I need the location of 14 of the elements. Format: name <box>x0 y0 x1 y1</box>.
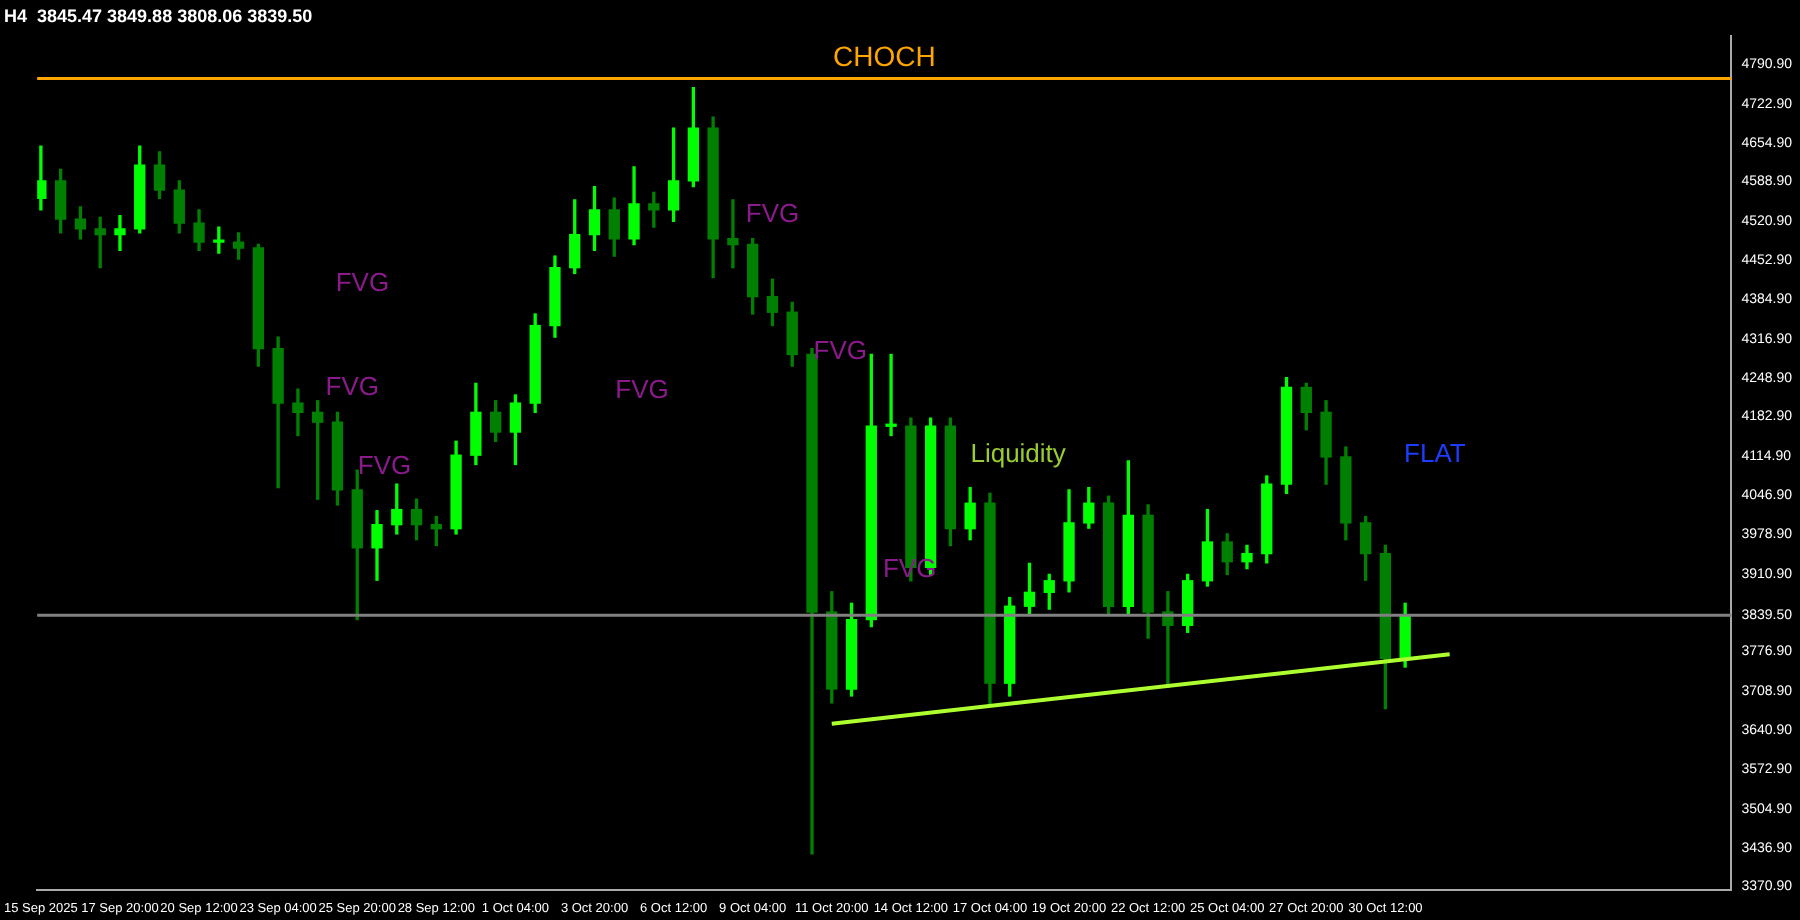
annotation: Liquidity <box>970 438 1067 469</box>
chart-title: H4 3845.47 3849.88 3808.06 3839.50 <box>4 5 313 26</box>
candlestick <box>885 353 897 437</box>
annotation: FVG <box>335 266 390 297</box>
ref-line-label: CHOCH <box>832 40 936 73</box>
annotation: FVG <box>325 370 380 401</box>
annotation: FVG <box>745 198 800 229</box>
annotation: FLAT <box>1404 438 1466 469</box>
annotation: FVG <box>357 450 412 481</box>
candlestick <box>292 388 304 437</box>
candlestick <box>114 214 126 251</box>
candlestick <box>727 199 739 269</box>
annotation: FVG <box>813 335 867 366</box>
annotation: FVG <box>615 374 669 405</box>
